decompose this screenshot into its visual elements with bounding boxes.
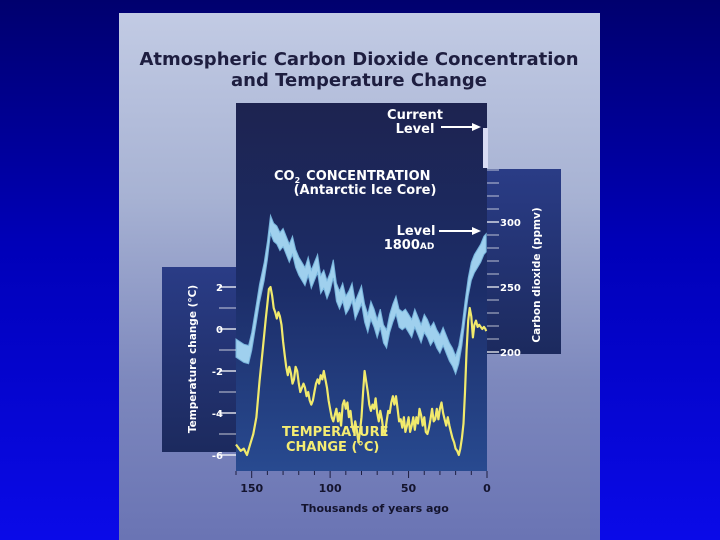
co2-concentration-series (235, 213, 487, 376)
x-tick-label: 50 (401, 482, 417, 495)
x-axis: 150 100 50 0 (235, 471, 491, 495)
co2-tick-label: 250 (500, 283, 521, 294)
temperature-tick-label: -4 (212, 409, 223, 420)
temperature-axis-band (162, 267, 237, 452)
co2-axis: 300 250 200 (487, 169, 521, 359)
x-tick-label: 0 (483, 482, 491, 495)
co2-axis-label: Carbon dioxide (ppmv) (531, 207, 543, 342)
temperature-series-label-line2: CHANGE (°C) (286, 440, 379, 455)
x-tick-label: 100 (319, 482, 342, 495)
current-level-label-line1: Current (387, 108, 443, 123)
chart-title-line1: Atmospheric Carbon Dioxide Concentration (139, 49, 578, 70)
x-axis-label: Thousands of years ago (301, 502, 449, 515)
co2-tick-label: 300 (500, 218, 521, 229)
co2-temperature-chart: Atmospheric Carbon Dioxide Concentration… (139, 49, 578, 515)
co2-series-sublabel: (Antarctic Ice Core) (294, 183, 437, 198)
chart-title-line2: and Temperature Change (231, 70, 487, 91)
temperature-series-label-line1: TEMPERATURE (282, 425, 388, 440)
co2-series-label: CO2 CONCENTRATION (274, 169, 431, 185)
x-tick-label: 150 (240, 482, 263, 495)
temperature-tick-label: -2 (212, 367, 223, 378)
current-level-label-line2: Level (396, 122, 435, 137)
slide: Atmospheric Carbon Dioxide Concentration… (119, 13, 600, 540)
level-1800-label-line2: 1800AD (384, 238, 435, 253)
level-1800-arrow (439, 227, 481, 235)
temperature-tick-label: 2 (216, 283, 223, 294)
temperature-tick-label: 0 (216, 325, 223, 336)
temperature-change-series (235, 285, 488, 457)
current-level-arrow (441, 123, 481, 131)
temperature-axis: 2 0 -2 -4 -6 (212, 283, 236, 462)
current-level-marker (483, 128, 488, 168)
level-1800-label-line1: Level (397, 224, 436, 239)
co2-axis-band (487, 169, 561, 354)
temperature-tick-label: -6 (212, 451, 223, 462)
temperature-axis-label: Temperature change (°C) (187, 285, 199, 433)
co2-tick-label: 200 (500, 348, 521, 359)
